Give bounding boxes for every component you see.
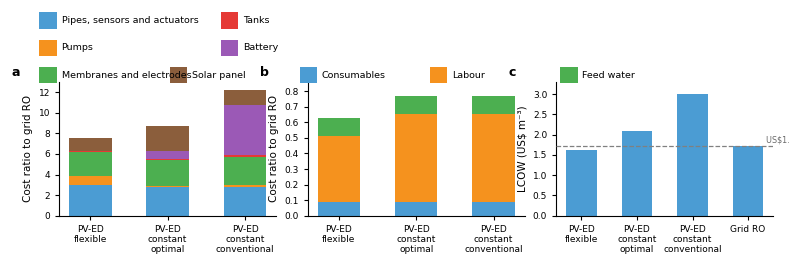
Y-axis label: Cost ratio to grid RO: Cost ratio to grid RO: [23, 95, 33, 202]
Bar: [147, 126, 189, 151]
Bar: [622, 130, 653, 216]
Bar: [69, 185, 111, 216]
Bar: [147, 160, 189, 186]
Bar: [317, 203, 360, 216]
Text: c: c: [508, 66, 516, 79]
Bar: [224, 185, 267, 187]
Bar: [317, 136, 360, 203]
Text: a: a: [11, 66, 20, 79]
Bar: [69, 176, 111, 185]
Bar: [147, 186, 189, 187]
Bar: [224, 156, 267, 185]
Text: b: b: [260, 66, 269, 79]
Bar: [224, 155, 267, 156]
Bar: [69, 138, 111, 151]
Y-axis label: Cost ratio to grid RO: Cost ratio to grid RO: [269, 95, 279, 202]
Bar: [147, 151, 189, 159]
Text: Tanks: Tanks: [243, 16, 270, 25]
Text: Pipes, sensors and actuators: Pipes, sensors and actuators: [62, 16, 198, 25]
Bar: [566, 150, 596, 216]
Bar: [69, 151, 111, 152]
Bar: [395, 202, 437, 216]
Bar: [395, 114, 437, 202]
Bar: [395, 96, 437, 114]
Bar: [224, 187, 267, 216]
Bar: [733, 146, 763, 216]
Y-axis label: LCOW (US$ m⁻³): LCOW (US$ m⁻³): [518, 105, 527, 192]
Text: Solar panel: Solar panel: [192, 71, 245, 79]
Bar: [317, 118, 360, 136]
Text: Pumps: Pumps: [62, 43, 93, 52]
Bar: [224, 90, 267, 105]
Text: Consumables: Consumables: [322, 71, 386, 79]
Bar: [473, 202, 514, 216]
Bar: [677, 94, 708, 216]
Text: Labour: Labour: [452, 71, 485, 79]
Bar: [147, 187, 189, 216]
Bar: [473, 114, 514, 202]
Text: Feed water: Feed water: [582, 71, 635, 79]
Text: Membranes and electrodes: Membranes and electrodes: [62, 71, 191, 79]
Bar: [473, 96, 514, 114]
Text: Battery: Battery: [243, 43, 279, 52]
Bar: [224, 105, 267, 155]
Bar: [147, 159, 189, 160]
Bar: [69, 152, 111, 176]
Text: US$1.71 m⁻³: US$1.71 m⁻³: [766, 136, 789, 145]
